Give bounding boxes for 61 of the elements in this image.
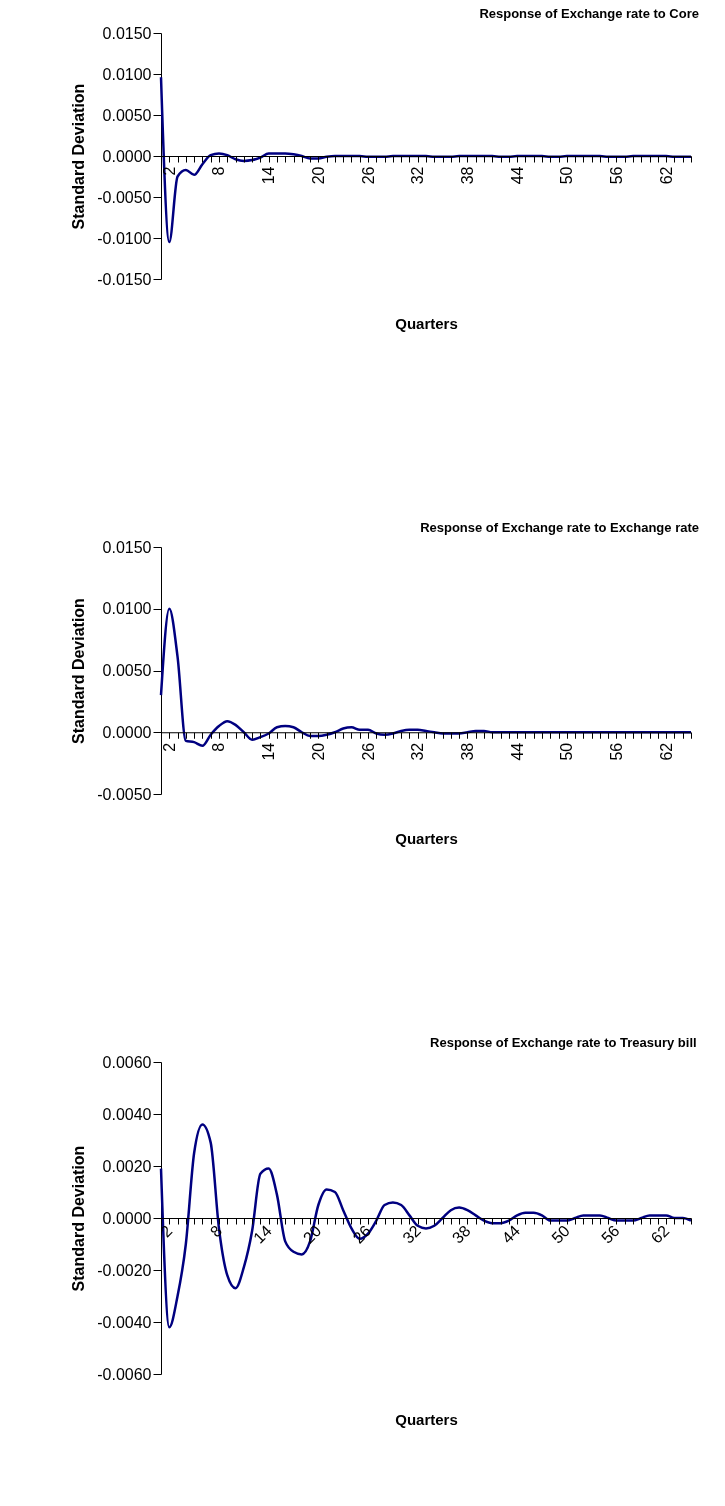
x-tick-label: 20: [309, 742, 327, 761]
x-tick-label: 38: [458, 166, 476, 185]
x-tick-label: 14: [250, 1222, 275, 1247]
y-tick-label: 0.0150: [102, 538, 152, 556]
y-tick-label: 0.0050: [102, 106, 152, 124]
y-tick-label: 0.0000: [102, 147, 152, 165]
x-tick-label: 8: [210, 742, 228, 752]
x-axis-title: Quarters: [395, 315, 458, 333]
x-tick-label: 56: [607, 742, 625, 761]
x-tick-label: 50: [558, 166, 576, 185]
y-axis-title: Standard Deviation: [70, 83, 88, 230]
y-tick-label: 0.0060: [102, 1053, 152, 1071]
x-tick-label: 44: [498, 1222, 524, 1247]
y-tick-label: 0.0050: [102, 662, 152, 679]
x-axis-title: Quarters: [395, 1410, 458, 1428]
y-tick-label: 0.0100: [102, 65, 152, 83]
x-tick-label: 26: [359, 166, 377, 185]
x-axis-title: Quarters: [395, 830, 458, 848]
y-tick-label: -0.0020: [97, 1261, 152, 1279]
y-axis-title: Standard Deviation: [70, 598, 88, 744]
chart-title: Response of Exchange rate to Core: [479, 6, 699, 21]
x-tick-label: 62: [657, 742, 675, 761]
y-axis-title: Standard Deviation: [70, 1145, 88, 1292]
y-tick-label: 0.0000: [102, 1209, 152, 1227]
x-tick-label: 14: [260, 166, 278, 185]
x-tick-label: 56: [607, 166, 625, 185]
x-tick-label: 38: [448, 1222, 474, 1247]
x-tick-label: 26: [349, 1222, 375, 1247]
x-tick-label: 14: [260, 742, 278, 761]
x-tick-label: 50: [558, 742, 576, 761]
x-tick-label: 20: [309, 166, 327, 185]
x-tick-label: 38: [458, 742, 476, 761]
y-tick-label: 0.0040: [102, 1105, 152, 1123]
y-tick-label: 0.0020: [102, 1157, 152, 1175]
y-tick-label: 0.0150: [102, 24, 152, 42]
y-tick-label: 0.0000: [102, 723, 152, 741]
chart-title: Response of Exchange rate to Treasury bill: [430, 1035, 697, 1050]
y-tick-label: 0.0100: [102, 600, 152, 618]
y-tick-label: -0.0050: [97, 785, 152, 803]
x-tick-label: 32: [409, 742, 427, 761]
y-tick-label: -0.0050: [97, 188, 152, 206]
x-tick-label: 32: [409, 166, 427, 185]
x-tick-label: 2: [157, 1222, 176, 1241]
x-tick-label: 32: [399, 1222, 424, 1247]
x-tick-label: 8: [206, 1222, 226, 1241]
x-tick-label: 44: [508, 742, 526, 761]
x-tick-label: 62: [657, 166, 675, 185]
y-tick-label: -0.0060: [97, 1365, 152, 1383]
x-tick-label: 8: [210, 166, 228, 176]
x-tick-label: 44: [508, 166, 526, 185]
y-tick-label: -0.0100: [97, 229, 152, 247]
x-tick-label: 62: [647, 1222, 673, 1247]
x-tick-label: 20: [299, 1222, 325, 1247]
y-tick-label: -0.0040: [97, 1313, 152, 1331]
x-tick-label: 56: [598, 1222, 623, 1247]
x-tick-label: 26: [359, 742, 377, 761]
y-tick-label: -0.0150: [97, 270, 152, 288]
x-tick-label: 2: [160, 742, 178, 752]
x-tick-label: 2: [160, 166, 178, 176]
x-tick-label: 50: [548, 1222, 574, 1247]
chart-title: Response of Exchange rate to Exchange rate: [420, 520, 699, 535]
